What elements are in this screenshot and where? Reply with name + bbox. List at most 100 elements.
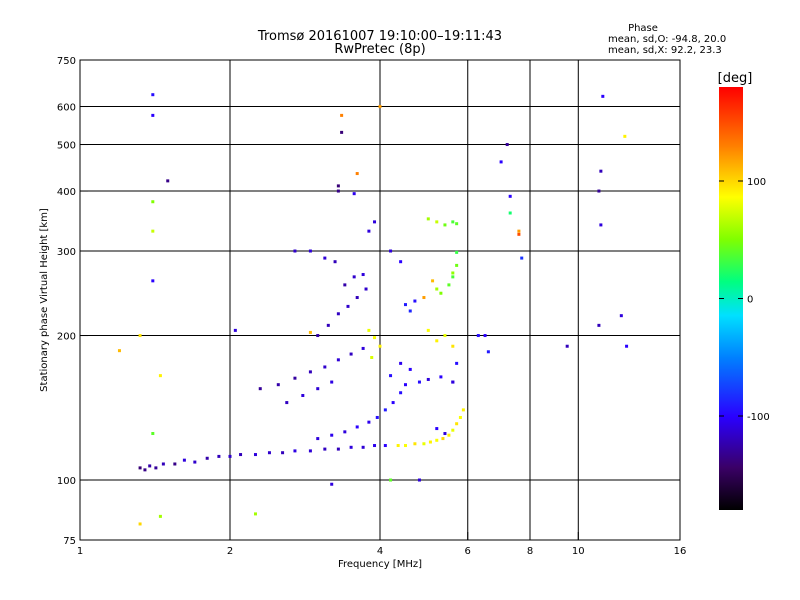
data-point <box>597 323 601 327</box>
data-point <box>403 303 407 307</box>
y-tick-label: 600 <box>57 103 76 114</box>
data-point <box>148 464 152 468</box>
data-point <box>138 522 142 526</box>
data-point <box>367 420 371 424</box>
data-point <box>349 352 353 356</box>
data-point <box>285 401 289 405</box>
data-point <box>378 344 382 348</box>
x-tick-label: 16 <box>674 546 687 557</box>
data-point <box>517 232 521 236</box>
data-point <box>361 273 365 277</box>
y-tick-label: 500 <box>57 141 76 152</box>
data-point <box>143 468 147 472</box>
data-point <box>439 291 443 295</box>
data-point <box>352 275 356 279</box>
data-point <box>601 94 605 98</box>
data-point <box>233 328 237 332</box>
y-axis-label: Stationary phase Virtual Height [km] <box>39 208 50 392</box>
data-point <box>205 456 209 460</box>
data-point <box>520 256 524 260</box>
data-point <box>451 380 455 384</box>
data-point <box>447 283 451 287</box>
data-point <box>138 334 142 338</box>
data-point <box>352 192 356 196</box>
phase-mean-o: mean, sd,O: -94.8, 20.0 <box>608 34 726 45</box>
chart-title: Tromsø 20161007 19:10:00–19:11:43 <box>257 29 502 44</box>
data-point <box>336 184 340 188</box>
phase-heading: Phase <box>628 23 658 34</box>
data-point <box>455 263 459 267</box>
data-point <box>517 229 521 233</box>
data-point <box>426 328 430 332</box>
data-point <box>443 334 447 338</box>
data-point <box>443 432 447 436</box>
data-point <box>151 113 155 117</box>
data-point <box>154 466 158 470</box>
data-point <box>340 113 344 117</box>
data-point <box>383 444 387 448</box>
data-point <box>217 454 221 458</box>
data-point <box>239 453 243 457</box>
data-point <box>399 260 403 264</box>
data-point <box>389 374 393 378</box>
data-point <box>623 134 627 138</box>
data-point <box>323 256 327 260</box>
data-point <box>447 433 451 437</box>
data-point <box>439 375 443 379</box>
data-point <box>408 309 412 313</box>
data-point <box>276 383 280 387</box>
data-point <box>455 250 459 254</box>
data-point <box>483 334 487 338</box>
data-point <box>355 296 359 300</box>
data-point <box>158 514 162 518</box>
data-point <box>461 408 465 412</box>
data-point <box>476 334 480 338</box>
x-axis-label: Frequency [MHz] <box>338 559 422 570</box>
data-point <box>435 427 439 431</box>
x-tick-label: 1 <box>77 546 83 557</box>
colorbar-tick-label: 100 <box>747 177 766 188</box>
data-point <box>619 314 623 318</box>
data-point <box>151 93 155 97</box>
data-point <box>330 380 334 384</box>
data-point <box>253 453 257 457</box>
x-tick-label: 10 <box>572 546 585 557</box>
data-point <box>426 377 430 381</box>
data-point <box>343 430 347 434</box>
phase-mean-x: mean, sd,X: 92.2, 23.3 <box>608 45 722 56</box>
data-point <box>435 339 439 343</box>
data-point <box>267 451 271 455</box>
colorbar-ticks: 100 0 -100 <box>719 177 770 423</box>
data-point <box>451 344 455 348</box>
data-point <box>396 444 400 448</box>
data-point <box>340 130 344 134</box>
data-point <box>308 449 312 453</box>
data-point <box>355 172 359 176</box>
data-point <box>193 460 197 464</box>
data-point <box>158 374 162 378</box>
data-point <box>117 349 121 353</box>
data-point <box>422 296 426 300</box>
data-point <box>326 323 330 327</box>
data-point <box>373 444 377 448</box>
data-point <box>383 408 387 412</box>
data-point <box>182 458 186 462</box>
data-point <box>323 447 327 451</box>
data-point <box>458 415 462 419</box>
data-point <box>323 365 327 369</box>
data-point <box>253 512 257 516</box>
colorbar-tick-label: 0 <box>747 295 753 306</box>
data-point <box>451 275 455 279</box>
y-tick-label: 100 <box>57 476 76 487</box>
x-tick-label: 6 <box>465 546 471 557</box>
data-point <box>151 279 155 283</box>
chart-subtitle: RwPretec (8p) <box>334 42 425 57</box>
data-point <box>151 200 155 204</box>
data-point <box>403 383 407 387</box>
data-point <box>408 367 412 371</box>
data-point <box>343 283 347 287</box>
data-point <box>330 433 334 437</box>
data-point <box>599 223 603 227</box>
x-tick-label: 2 <box>227 546 233 557</box>
